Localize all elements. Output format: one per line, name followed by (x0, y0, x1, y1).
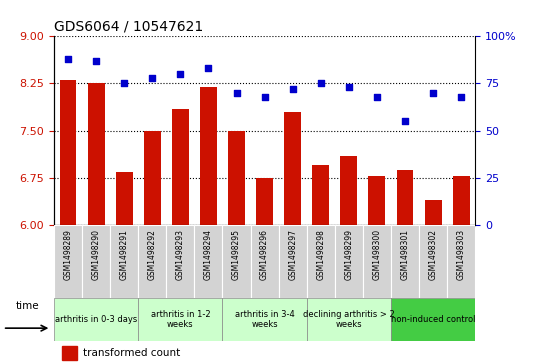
Text: GSM1498297: GSM1498297 (288, 229, 297, 280)
FancyBboxPatch shape (363, 225, 391, 298)
Text: GSM1498300: GSM1498300 (373, 229, 381, 280)
Bar (172, 109, 189, 225)
FancyBboxPatch shape (251, 225, 279, 298)
Point (288, 86, 297, 92)
Text: GSM1498296: GSM1498296 (260, 229, 269, 280)
Text: arthritis in 3-4
weeks: arthritis in 3-4 weeks (235, 310, 294, 329)
Bar (63, 346, 77, 360)
Text: GSM1498302: GSM1498302 (429, 229, 437, 280)
Text: GSM1498290: GSM1498290 (92, 229, 100, 280)
FancyBboxPatch shape (222, 225, 251, 298)
FancyBboxPatch shape (222, 298, 307, 341)
Point (64, 56, 72, 62)
Text: GSM1498289: GSM1498289 (64, 229, 72, 280)
Text: arthritis in 1-2
weeks: arthritis in 1-2 weeks (151, 310, 210, 329)
Bar (59, 80, 77, 225)
Text: GSM1498298: GSM1498298 (316, 229, 325, 280)
Point (429, 90, 437, 96)
Point (373, 94, 381, 99)
FancyBboxPatch shape (391, 298, 475, 341)
Point (204, 65, 213, 71)
FancyBboxPatch shape (391, 225, 419, 298)
FancyBboxPatch shape (419, 225, 447, 298)
FancyBboxPatch shape (307, 225, 335, 298)
FancyBboxPatch shape (447, 225, 475, 298)
Bar (368, 176, 386, 225)
Bar (396, 170, 414, 225)
Text: arthritis in 0-3 days: arthritis in 0-3 days (55, 315, 137, 324)
Bar (312, 165, 329, 225)
Point (120, 81, 129, 86)
Point (176, 71, 185, 77)
Point (401, 118, 409, 124)
Bar (453, 176, 470, 225)
Point (316, 81, 325, 86)
FancyBboxPatch shape (54, 298, 138, 341)
Bar (200, 87, 217, 225)
Text: GSM1498303: GSM1498303 (457, 229, 465, 280)
Point (148, 75, 157, 81)
Bar (87, 83, 105, 225)
FancyBboxPatch shape (307, 298, 391, 341)
Text: GSM1498301: GSM1498301 (401, 229, 409, 280)
Text: transformed count: transformed count (84, 348, 181, 358)
Text: GSM1498291: GSM1498291 (120, 229, 129, 280)
Point (260, 94, 269, 99)
Text: GSM1498294: GSM1498294 (204, 229, 213, 280)
Bar (144, 131, 161, 225)
Text: GSM1498295: GSM1498295 (232, 229, 241, 280)
FancyBboxPatch shape (110, 225, 138, 298)
Text: time: time (15, 301, 39, 311)
Point (345, 84, 353, 90)
FancyBboxPatch shape (166, 225, 194, 298)
Bar (256, 178, 273, 225)
Bar (340, 156, 357, 225)
Text: GSM1498292: GSM1498292 (148, 229, 157, 280)
Text: GDS6064 / 10547621: GDS6064 / 10547621 (54, 20, 203, 34)
Text: declining arthritis > 2
weeks: declining arthritis > 2 weeks (303, 310, 395, 329)
Point (92, 58, 100, 64)
Text: GSM1498299: GSM1498299 (345, 229, 353, 280)
FancyBboxPatch shape (279, 225, 307, 298)
FancyBboxPatch shape (54, 225, 82, 298)
Bar (116, 172, 133, 225)
Bar (284, 112, 301, 225)
Bar (228, 131, 245, 225)
FancyBboxPatch shape (82, 225, 110, 298)
FancyBboxPatch shape (138, 225, 166, 298)
Text: GSM1498293: GSM1498293 (176, 229, 185, 280)
Point (457, 94, 465, 99)
Point (232, 90, 241, 96)
FancyBboxPatch shape (138, 298, 222, 341)
Bar (424, 200, 442, 225)
Text: non-induced control: non-induced control (391, 315, 475, 324)
FancyBboxPatch shape (194, 225, 222, 298)
FancyBboxPatch shape (335, 225, 363, 298)
